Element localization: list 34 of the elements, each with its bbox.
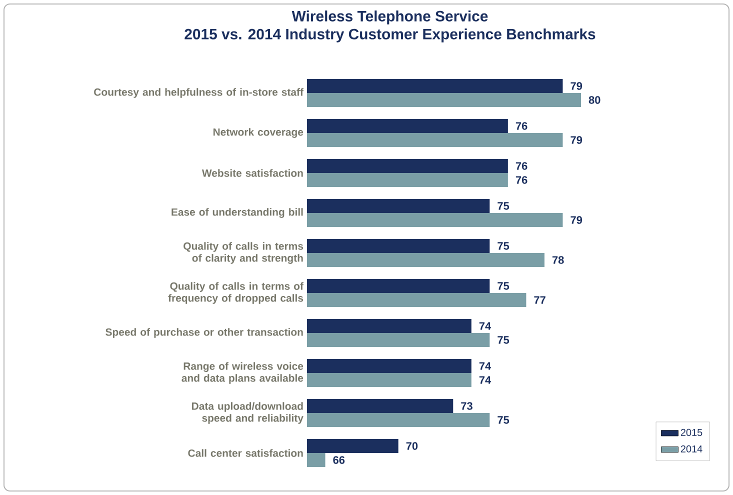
y-tick-label: Ease of understanding bill bbox=[172, 208, 303, 218]
chart-subtitle: 2015 vs. 2014 Industry Customer Experience Benchmarks bbox=[184, 28, 596, 42]
data-label: 75 bbox=[498, 202, 510, 210]
data-label: 76 bbox=[516, 176, 528, 184]
data-label: 75 bbox=[498, 336, 510, 344]
y-tick-label: Range of wireless voice and data plans available bbox=[182, 362, 304, 384]
data-label: 77 bbox=[534, 296, 546, 304]
data-label: 76 bbox=[516, 162, 528, 170]
y-tick-label: Speed of purchase or other transaction bbox=[106, 328, 303, 338]
y-tick-label: Network coverage bbox=[213, 128, 304, 138]
y-tick-label: Quality of calls in terms of clarity and strength bbox=[184, 242, 304, 264]
data-label: 75 bbox=[498, 242, 510, 250]
chart-title: Wireless Telephone Service bbox=[292, 10, 488, 24]
data-label: 66 bbox=[333, 456, 345, 464]
data-label: 73 bbox=[461, 402, 472, 410]
data-label: 76 bbox=[516, 122, 528, 130]
y-tick-label: Data upload/download speed and reliability bbox=[192, 402, 304, 424]
y-tick-label: Website satisfaction bbox=[202, 169, 303, 177]
data-label: 80 bbox=[588, 96, 600, 104]
data-label: 75 bbox=[498, 282, 510, 290]
legend-label: 2015 bbox=[680, 428, 702, 436]
data-label: 79 bbox=[570, 82, 582, 90]
y-tick-label: Quality of calls in terms of frequency of dropped calls bbox=[168, 282, 304, 304]
data-label: 78 bbox=[552, 256, 564, 264]
data-label: 79 bbox=[570, 216, 582, 224]
data-label: 74 bbox=[479, 376, 492, 384]
data-label: 70 bbox=[406, 442, 418, 450]
data-label: 79 bbox=[570, 136, 582, 144]
y-tick-label: Call center satisfaction bbox=[188, 449, 303, 457]
data-label: 75 bbox=[498, 416, 510, 424]
data-label: 74 bbox=[479, 362, 492, 370]
data-label: 74 bbox=[479, 322, 492, 330]
y-tick-label: Courtesy and helpfulness of in-store staff bbox=[94, 88, 304, 98]
legend-label: 2014 bbox=[680, 445, 702, 452]
